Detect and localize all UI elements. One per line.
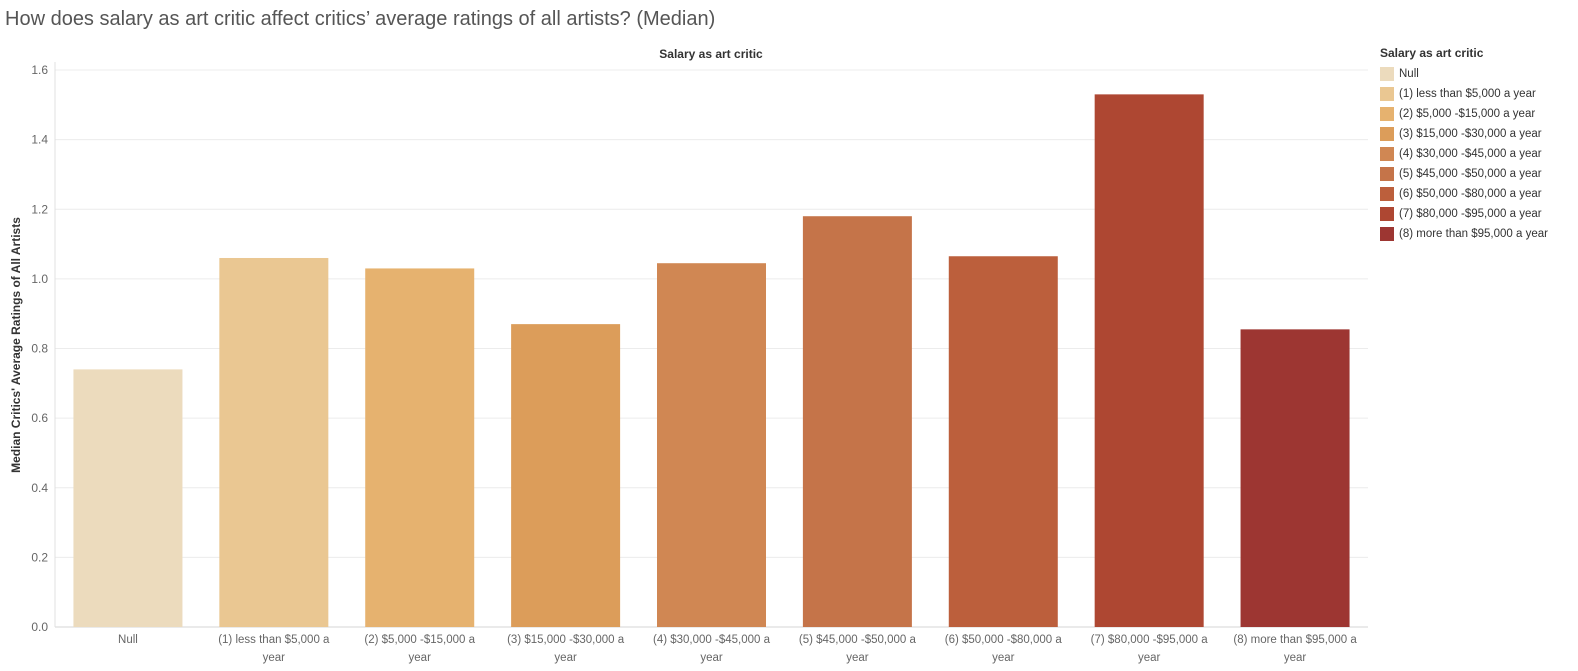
legend-item[interactable]: (8) more than $95,000 a year — [1380, 224, 1575, 244]
legend-label: (8) more than $95,000 a year — [1399, 228, 1548, 240]
x-tick-label: year — [263, 652, 286, 664]
bar[interactable] — [73, 369, 183, 627]
x-tick-label: year — [992, 652, 1015, 664]
legend-label: (5) $45,000 -$50,000 a year — [1399, 168, 1542, 180]
legend-item[interactable]: (4) $30,000 -$45,000 a year — [1380, 144, 1575, 164]
legend-label: (4) $30,000 -$45,000 a year — [1399, 148, 1542, 160]
y-tick-label: 0.2 — [31, 550, 48, 564]
x-tick-label: (8) more than $95,000 a — [1233, 634, 1357, 646]
bar-chart: 0.0 0.2 0.4 0.6 0.8 1.0 1.2 1.4 1.6 Null (1) less… — [9, 47, 1368, 664]
x-tick-label: year — [554, 652, 577, 664]
x-tick-label: (7) $80,000 -$95,000 a — [1091, 634, 1209, 646]
bar[interactable] — [219, 257, 329, 627]
legend-label: Null — [1399, 68, 1419, 80]
chart-title: How does salary as art critic affect cri… — [5, 8, 716, 30]
legend-title: Salary as art critic — [1380, 46, 1484, 60]
column-header: Salary as art critic — [659, 47, 763, 61]
x-tick-label: (1) less than $5,000 a — [218, 634, 330, 646]
legend-label: (6) $50,000 -$80,000 a year — [1399, 188, 1542, 200]
bar[interactable] — [365, 268, 475, 627]
x-tick-label: year — [846, 652, 869, 664]
legend-swatch — [1380, 67, 1394, 81]
bar[interactable] — [948, 256, 1058, 627]
x-tick-label: year — [1138, 652, 1161, 664]
bar[interactable] — [802, 216, 912, 627]
legend-swatch — [1380, 207, 1394, 221]
y-tick-label: 0.0 — [31, 620, 48, 634]
x-axis-labels: Null (1) less than $5,000 a year (2) $5,000… — [118, 634, 1357, 664]
y-tick-label: 1.0 — [31, 272, 48, 286]
y-axis-title: Median Critics' Average Ratings of All A… — [9, 217, 23, 473]
legend-swatch — [1380, 147, 1394, 161]
x-tick-label: year — [700, 652, 723, 664]
legend: Salary as art critic Null (1) less than $… — [1380, 46, 1575, 244]
x-tick-label: (3) $15,000 -$30,000 a — [507, 634, 625, 646]
y-tick-label: 1.6 — [31, 63, 48, 77]
legend-label: (2) $5,000 -$15,000 a year — [1399, 108, 1536, 120]
x-tick-label: (5) $45,000 -$50,000 a — [799, 634, 917, 646]
bar[interactable] — [657, 263, 766, 627]
legend-item[interactable]: (5) $45,000 -$50,000 a year — [1380, 164, 1575, 184]
legend-item[interactable]: (7) $80,000 -$95,000 a year — [1380, 204, 1575, 224]
x-tick-label: (6) $50,000 -$80,000 a — [945, 634, 1063, 646]
legend-swatch — [1380, 107, 1394, 121]
x-tick-label: year — [1284, 652, 1307, 664]
legend-item[interactable]: (3) $15,000 -$30,000 a year — [1380, 124, 1575, 144]
y-tick-label: 0.6 — [31, 411, 48, 425]
x-tick-label: year — [409, 652, 432, 664]
legend-swatch — [1380, 187, 1394, 201]
bar[interactable] — [1094, 94, 1204, 627]
legend-item[interactable]: Null — [1380, 64, 1575, 84]
bars — [73, 94, 1350, 627]
y-tick-label: 0.4 — [31, 481, 48, 495]
legend-item[interactable]: (1) less than $5,000 a year — [1380, 84, 1575, 104]
x-tick-label: (2) $5,000 -$15,000 a — [364, 634, 475, 646]
legend-label: (7) $80,000 -$95,000 a year — [1399, 208, 1542, 220]
y-tick-label: 1.4 — [31, 133, 48, 147]
legend-label: (3) $15,000 -$30,000 a year — [1399, 128, 1542, 140]
legend-swatch — [1380, 127, 1394, 141]
x-tick-label: Null — [118, 634, 138, 646]
legend-label: (1) less than $5,000 a year — [1399, 88, 1536, 100]
x-tick-label: (4) $30,000 -$45,000 a — [653, 634, 771, 646]
legend-swatch — [1380, 227, 1394, 241]
legend-swatch — [1380, 87, 1394, 101]
legend-item[interactable]: (6) $50,000 -$80,000 a year — [1380, 184, 1575, 204]
bar[interactable] — [511, 324, 621, 627]
y-tick-label: 1.2 — [31, 202, 48, 216]
legend-swatch — [1380, 167, 1394, 181]
legend-items: Null (1) less than $5,000 a year (2) $5,00… — [1380, 64, 1575, 244]
legend-item[interactable]: (2) $5,000 -$15,000 a year — [1380, 104, 1575, 124]
y-tick-label: 0.8 — [31, 342, 48, 356]
bar[interactable] — [1240, 329, 1350, 627]
